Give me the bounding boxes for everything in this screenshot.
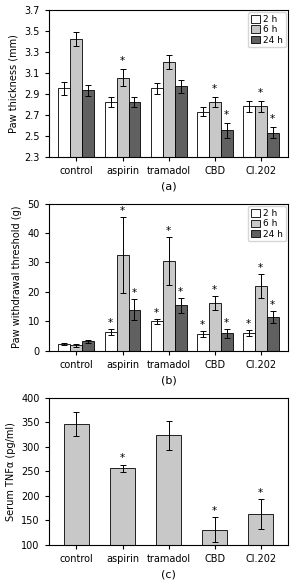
Bar	[221, 130, 233, 398]
Bar	[110, 469, 135, 585]
Y-axis label: Paw thickness (mm): Paw thickness (mm)	[9, 34, 19, 133]
Text: *: *	[120, 453, 125, 463]
Bar	[156, 435, 181, 585]
X-axis label: (a): (a)	[161, 181, 176, 191]
Bar	[267, 133, 279, 398]
Text: *: *	[178, 287, 183, 297]
Bar	[59, 88, 71, 398]
Bar	[116, 255, 128, 351]
Bar	[267, 317, 279, 351]
Y-axis label: Paw withdrawal threshold (g): Paw withdrawal threshold (g)	[12, 206, 22, 349]
Bar	[128, 309, 141, 351]
Text: *: *	[258, 88, 263, 98]
Text: *: *	[258, 263, 263, 273]
Bar	[221, 333, 233, 351]
Text: *: *	[120, 56, 125, 66]
Bar	[209, 102, 221, 398]
Bar	[202, 529, 227, 585]
Bar	[243, 106, 255, 398]
Text: *: *	[212, 284, 217, 295]
Bar	[82, 91, 94, 398]
Bar	[71, 346, 82, 351]
Bar	[243, 333, 255, 351]
Bar	[175, 87, 187, 398]
Text: *: *	[258, 488, 263, 498]
Text: *: *	[270, 114, 275, 124]
Bar	[209, 303, 221, 351]
Text: *: *	[224, 110, 229, 120]
X-axis label: (c): (c)	[161, 569, 176, 580]
Legend: 2 h, 6 h, 24 h: 2 h, 6 h, 24 h	[248, 207, 286, 242]
Bar	[151, 321, 163, 351]
Text: *: *	[270, 300, 275, 310]
Bar	[71, 39, 82, 398]
Text: *: *	[108, 318, 113, 328]
Text: *: *	[166, 226, 171, 236]
Text: *: *	[212, 84, 217, 94]
Text: *: *	[200, 319, 205, 329]
Bar	[163, 62, 175, 398]
Bar	[175, 305, 187, 351]
Bar	[255, 106, 267, 398]
Text: *: *	[224, 318, 229, 328]
Text: *: *	[132, 288, 137, 298]
Text: *: *	[154, 308, 159, 318]
X-axis label: (b): (b)	[161, 376, 176, 386]
Bar	[105, 332, 116, 351]
Bar	[255, 286, 267, 351]
Bar	[197, 112, 209, 398]
Bar	[128, 102, 141, 398]
Text: *: *	[246, 319, 251, 329]
Bar	[82, 342, 94, 351]
Text: *: *	[212, 506, 217, 516]
Bar	[116, 78, 128, 398]
Bar	[197, 333, 209, 351]
Text: *: *	[120, 206, 125, 216]
Bar	[105, 102, 116, 398]
Bar	[163, 261, 175, 351]
Legend: 2 h, 6 h, 24 h: 2 h, 6 h, 24 h	[248, 12, 286, 47]
Bar	[248, 514, 273, 585]
Bar	[64, 424, 89, 585]
Bar	[59, 345, 71, 351]
Y-axis label: Serum TNFα (pg/ml): Serum TNFα (pg/ml)	[6, 422, 16, 521]
Bar	[151, 88, 163, 398]
